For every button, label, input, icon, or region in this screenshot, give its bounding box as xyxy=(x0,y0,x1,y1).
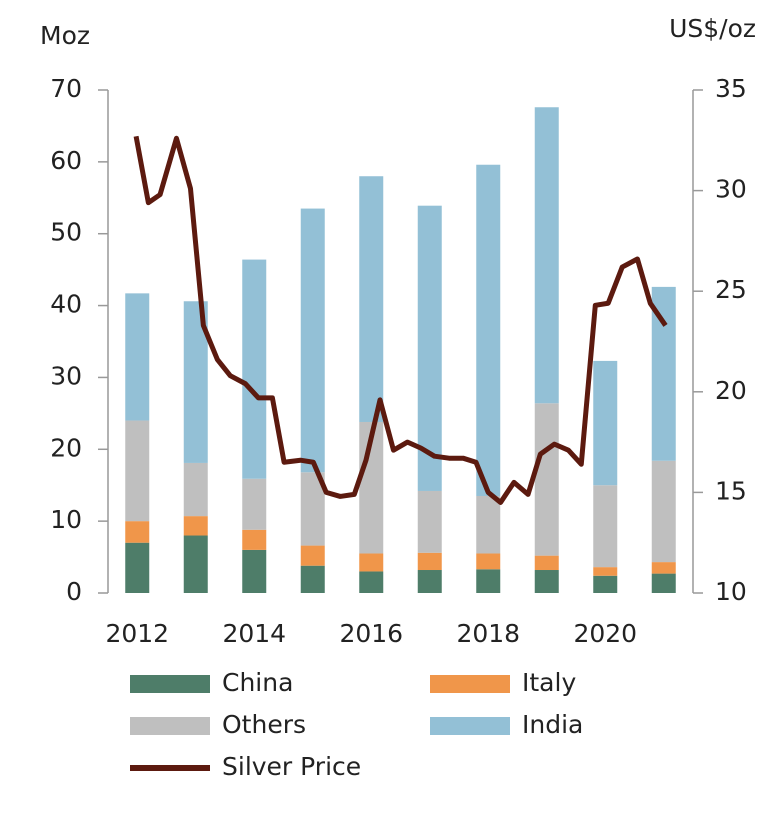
y2-tick-label: 35 xyxy=(715,74,747,103)
bar-segment xyxy=(534,107,559,404)
legend-swatch xyxy=(430,717,510,735)
bar-segment xyxy=(300,545,325,566)
x-tick-label: 2014 xyxy=(222,619,286,648)
y2-axis-label: US$/oz xyxy=(669,14,756,43)
y-tick-label: 60 xyxy=(50,146,82,175)
y-tick-label: 40 xyxy=(50,290,82,319)
bar-segment xyxy=(417,570,442,593)
y2-tick-label: 15 xyxy=(715,476,747,505)
y-tick-label: 20 xyxy=(50,433,82,462)
y-axis-label: Moz xyxy=(40,21,90,50)
bar-segment xyxy=(300,208,325,473)
bar-segment xyxy=(242,259,267,479)
bar-segment xyxy=(417,552,442,571)
bar-segment xyxy=(476,569,501,593)
bar-segment xyxy=(417,205,442,491)
bar-segment xyxy=(359,571,384,593)
bar-segment xyxy=(300,565,325,593)
legend-label: Italy xyxy=(522,668,576,697)
bar-segment xyxy=(183,535,208,593)
x-tick-label: 2020 xyxy=(573,619,637,648)
bar-segment xyxy=(534,570,559,593)
bar-segment xyxy=(593,360,618,486)
y-tick-label: 30 xyxy=(50,361,82,390)
bar-segment xyxy=(359,553,384,572)
bar-segment xyxy=(359,176,384,422)
bar-segment xyxy=(593,575,618,593)
legend-swatch xyxy=(430,675,510,693)
line xyxy=(133,135,668,505)
legend-label: Others xyxy=(222,710,306,739)
bar-segment xyxy=(125,293,150,421)
legend-label: India xyxy=(522,710,583,739)
bar-segment xyxy=(242,549,267,593)
bar-segment xyxy=(476,495,501,554)
bar-segment xyxy=(125,420,150,522)
y-tick-label: 0 xyxy=(66,577,82,606)
bar-segment xyxy=(534,403,559,556)
legend-label: China xyxy=(222,668,293,697)
bar-segment xyxy=(476,553,501,570)
bar-segment xyxy=(534,555,559,571)
bar-segment xyxy=(242,529,267,550)
y2-tick-label: 20 xyxy=(715,376,747,405)
y2-tick-label: 10 xyxy=(715,577,747,606)
legend-swatch xyxy=(130,717,210,735)
bar-segment xyxy=(651,573,676,593)
bar-segment xyxy=(593,485,618,568)
bar-segment xyxy=(125,521,150,543)
y-tick-label: 10 xyxy=(50,505,82,534)
x-tick-label: 2012 xyxy=(105,619,169,648)
bar-segment xyxy=(651,562,676,574)
x-tick-label: 2016 xyxy=(339,619,403,648)
y2-tick-label: 30 xyxy=(715,175,747,204)
bar-segment xyxy=(651,286,676,461)
bar-segment xyxy=(417,490,442,553)
bar-segment xyxy=(125,542,150,593)
y-tick-label: 70 xyxy=(50,74,82,103)
legend-swatch xyxy=(130,675,210,693)
x-tick-label: 2018 xyxy=(456,619,520,648)
y-tick-label: 50 xyxy=(50,218,82,247)
bar-segment xyxy=(651,460,676,563)
legend-label: Silver Price xyxy=(222,752,361,781)
bar-segment xyxy=(242,478,267,530)
y2-tick-label: 25 xyxy=(715,275,747,304)
bar-segment xyxy=(476,164,501,496)
bar-segment xyxy=(183,516,208,536)
bar-segment xyxy=(183,462,208,517)
bar-segment xyxy=(593,567,618,576)
